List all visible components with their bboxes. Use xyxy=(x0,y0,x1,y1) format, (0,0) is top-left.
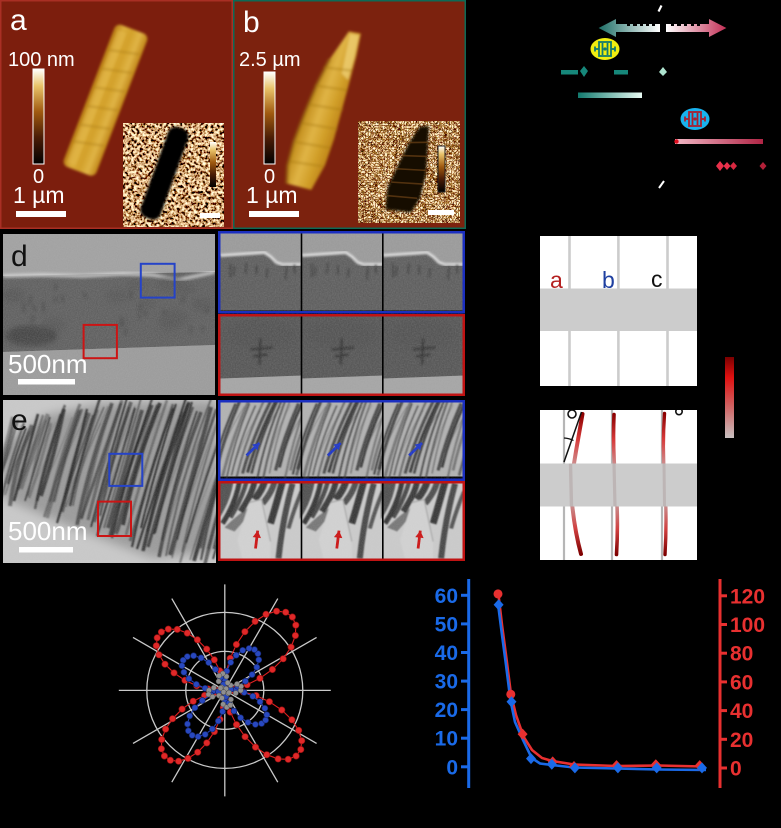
svg-text:500nm: 500nm xyxy=(8,516,88,546)
svg-text:50: 50 xyxy=(435,613,458,636)
svg-text:c: c xyxy=(651,266,663,292)
svg-text:30: 30 xyxy=(435,671,458,694)
svg-text:b: b xyxy=(243,6,260,39)
svg-text:e: e xyxy=(11,404,28,437)
svg-text:0: 0 xyxy=(33,166,44,188)
svg-text:1 µm: 1 µm xyxy=(13,182,65,208)
svg-text:40: 40 xyxy=(730,700,753,723)
svg-text:60: 60 xyxy=(730,671,753,694)
svg-text:80: 80 xyxy=(730,643,753,666)
svg-text:0: 0 xyxy=(730,758,742,781)
svg-text:120: 120 xyxy=(730,585,765,608)
svg-text:100: 100 xyxy=(730,614,765,637)
svg-text:20: 20 xyxy=(730,729,753,752)
svg-text:60: 60 xyxy=(435,585,458,608)
svg-text:1 µm: 1 µm xyxy=(246,182,298,208)
svg-text:2.5 µm: 2.5 µm xyxy=(239,49,301,71)
svg-text:0: 0 xyxy=(446,756,458,779)
svg-text:a: a xyxy=(550,267,563,293)
svg-text:20: 20 xyxy=(435,699,458,722)
svg-text:d: d xyxy=(11,240,28,273)
svg-text:10: 10 xyxy=(435,728,458,751)
svg-text:b: b xyxy=(602,267,615,293)
svg-text:40: 40 xyxy=(435,642,458,665)
svg-text:500nm: 500nm xyxy=(8,349,88,379)
svg-text:a: a xyxy=(10,4,27,37)
svg-text:100 nm: 100 nm xyxy=(8,49,75,71)
svg-text:0: 0 xyxy=(264,166,275,188)
